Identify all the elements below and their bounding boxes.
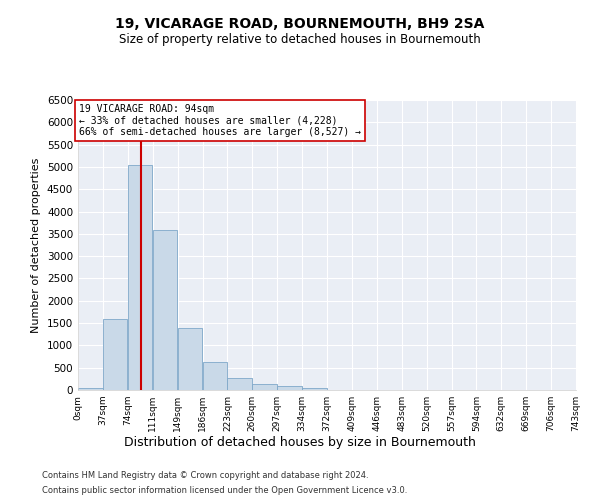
Bar (253, 384, 277, 390)
Text: 19 VICARAGE ROAD: 94sqm
← 33% of detached houses are smaller (4,228)
66% of semi: 19 VICARAGE ROAD: 94sqm ← 33% of detache… (79, 104, 361, 137)
Y-axis label: Number of detached properties: Number of detached properties (31, 158, 41, 332)
Bar (128, 164, 152, 390)
Text: Contains HM Land Registry data © Crown copyright and database right 2024.: Contains HM Land Registry data © Crown c… (42, 471, 368, 480)
Bar (203, 362, 227, 390)
Text: Size of property relative to detached houses in Bournemouth: Size of property relative to detached ho… (119, 32, 481, 46)
Text: 19, VICARAGE ROAD, BOURNEMOUTH, BH9 2SA: 19, VICARAGE ROAD, BOURNEMOUTH, BH9 2SA (115, 18, 485, 32)
Bar (178, 328, 202, 390)
Bar (227, 378, 252, 390)
Bar (78, 388, 103, 390)
Text: Distribution of detached houses by size in Bournemouth: Distribution of detached houses by size … (124, 436, 476, 449)
Text: Contains public sector information licensed under the Open Government Licence v3: Contains public sector information licen… (42, 486, 407, 495)
Bar (302, 388, 326, 390)
Bar (277, 386, 302, 390)
Bar (103, 318, 127, 390)
Bar (152, 230, 177, 390)
